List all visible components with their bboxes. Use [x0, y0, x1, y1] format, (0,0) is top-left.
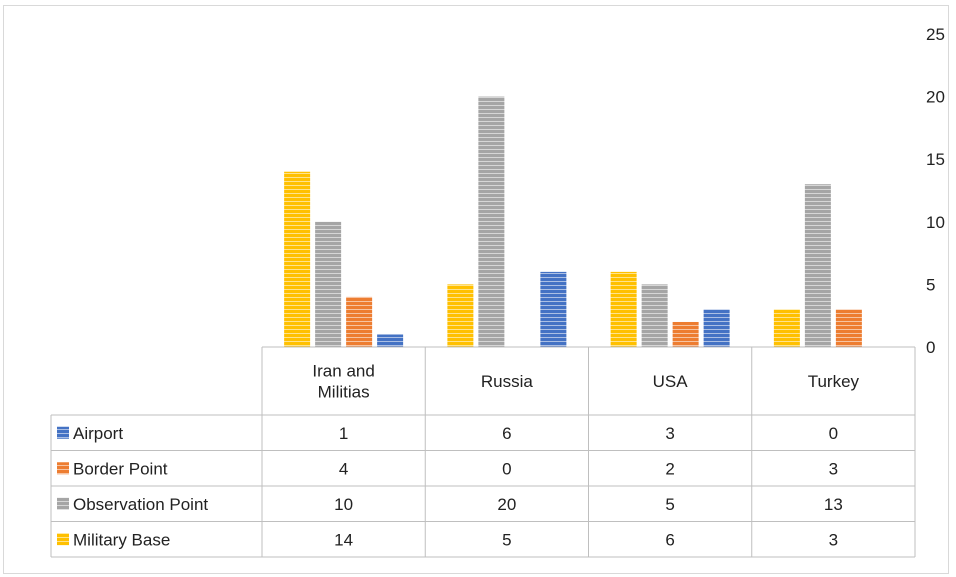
legend-key-observation-point: [57, 497, 69, 510]
bars-group: [284, 96, 862, 347]
table-cell-airport-turkey: 0: [829, 424, 838, 443]
table-cell-airport-usa: 3: [665, 424, 674, 443]
table-cell-border-point-turkey: 3: [829, 459, 838, 478]
category-label-iran-and-militias: Militias: [318, 383, 370, 402]
bar-iran-and-militias-airport: [377, 334, 404, 347]
category-label-usa: USA: [653, 372, 689, 391]
table-cell-observation-point-russia: 20: [497, 495, 516, 514]
data-table: Iran and Militias Russia USA Turkey Airport 1 6…: [50, 346, 916, 558]
table-cell-airport-russia: 6: [502, 424, 511, 443]
legend-key-military-base: [57, 533, 69, 546]
table-cell-military-base-usa: 6: [665, 530, 674, 549]
y-tick-label: 10: [926, 213, 945, 232]
bar-iran-and-militias-border-point: [346, 296, 373, 347]
table-cell-observation-point-turkey: 13: [824, 495, 843, 514]
legend-label-airport: Airport: [73, 424, 123, 443]
legend-label-observation-point: Observation Point: [73, 495, 208, 514]
y-tick-label: 25: [926, 25, 945, 44]
y-tick-label: 15: [926, 150, 945, 169]
table-cell-military-base-russia: 5: [502, 530, 511, 549]
bar-russia-observation-point: [478, 96, 505, 347]
bar-turkey-military-base: [773, 309, 800, 347]
legend-label-border-point: Border Point: [73, 459, 168, 478]
bar-russia-military-base: [447, 284, 474, 347]
table-cell-airport-iran-and-militias: 1: [339, 424, 348, 443]
table-cell-observation-point-usa: 5: [665, 495, 674, 514]
bar-turkey-border-point: [835, 309, 862, 347]
table-cell-border-point-usa: 2: [665, 459, 674, 478]
bar-usa-border-point: [672, 321, 699, 347]
bar-usa-observation-point: [641, 284, 668, 347]
bar-iran-and-militias-military-base: [284, 171, 311, 347]
table-cell-border-point-russia: 0: [502, 459, 511, 478]
legend-label-military-base: Military Base: [73, 530, 170, 549]
y-tick-label: 0: [926, 338, 935, 357]
y-tick-label: 20: [926, 88, 945, 107]
y-axis-ticks: 0 5 10 15 20 25: [926, 25, 945, 357]
table-cell-military-base-turkey: 3: [829, 530, 838, 549]
bar-iran-and-militias-observation-point: [315, 221, 342, 347]
bar-usa-military-base: [610, 271, 637, 347]
table-cell-border-point-iran-and-militias: 4: [339, 459, 348, 478]
category-label-russia: Russia: [481, 372, 534, 391]
table-cell-observation-point-iran-and-militias: 10: [334, 495, 353, 514]
legend-key-border-point: [57, 462, 69, 475]
category-label-turkey: Turkey: [808, 372, 860, 391]
table-cell-military-base-iran-and-militias: 14: [334, 530, 353, 549]
y-tick-label: 5: [926, 275, 935, 294]
category-label-iran-and-militias: Iran and: [312, 362, 374, 381]
bar-turkey-observation-point: [804, 184, 831, 347]
chart-frame: 0 5 10 15 20 25 Iran and Militias Russia USA Turk…: [3, 5, 949, 574]
bar-usa-airport: [703, 309, 730, 347]
legend-key-airport: [57, 426, 69, 439]
bar-russia-airport: [540, 271, 567, 347]
